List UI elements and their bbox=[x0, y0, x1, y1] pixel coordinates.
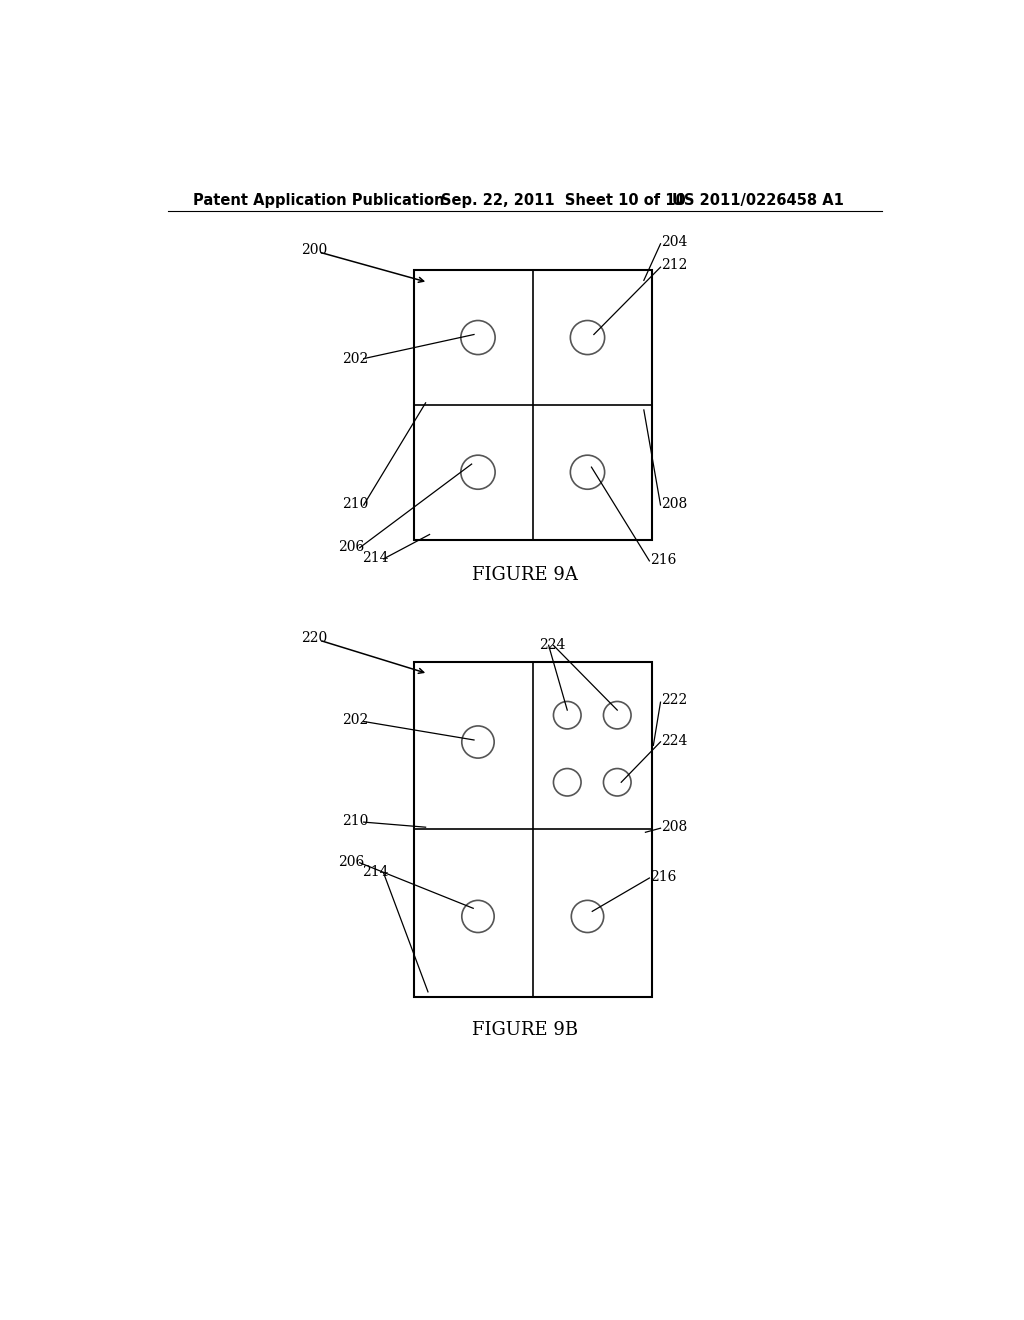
Text: Patent Application Publication: Patent Application Publication bbox=[194, 193, 444, 207]
Text: 210: 210 bbox=[342, 814, 369, 828]
Text: 208: 208 bbox=[662, 496, 687, 511]
Text: 208: 208 bbox=[662, 820, 687, 834]
Text: 210: 210 bbox=[342, 496, 369, 511]
Text: 212: 212 bbox=[662, 259, 688, 272]
Ellipse shape bbox=[462, 900, 495, 932]
Text: FIGURE 9B: FIGURE 9B bbox=[472, 1022, 578, 1039]
Text: 222: 222 bbox=[662, 693, 687, 708]
Ellipse shape bbox=[462, 726, 495, 758]
Ellipse shape bbox=[603, 701, 631, 729]
Text: US 2011/0226458 A1: US 2011/0226458 A1 bbox=[672, 193, 844, 207]
Text: 216: 216 bbox=[650, 870, 677, 884]
Ellipse shape bbox=[603, 768, 631, 796]
Text: 202: 202 bbox=[342, 351, 369, 366]
Text: FIGURE 9A: FIGURE 9A bbox=[472, 566, 578, 585]
Text: 206: 206 bbox=[338, 855, 365, 869]
Text: 200: 200 bbox=[301, 243, 328, 257]
Bar bbox=[414, 661, 651, 997]
Bar bbox=[414, 271, 651, 540]
Ellipse shape bbox=[553, 768, 581, 796]
Text: 214: 214 bbox=[362, 550, 389, 565]
Ellipse shape bbox=[570, 455, 604, 490]
Ellipse shape bbox=[571, 900, 604, 932]
Text: 214: 214 bbox=[362, 865, 389, 879]
Ellipse shape bbox=[461, 455, 496, 490]
Ellipse shape bbox=[570, 321, 604, 355]
Text: Sep. 22, 2011  Sheet 10 of 10: Sep. 22, 2011 Sheet 10 of 10 bbox=[441, 193, 686, 207]
Text: 224: 224 bbox=[539, 639, 565, 652]
Text: 216: 216 bbox=[650, 553, 677, 566]
Text: 204: 204 bbox=[662, 235, 688, 248]
Text: 224: 224 bbox=[662, 734, 688, 748]
Ellipse shape bbox=[553, 701, 581, 729]
Text: 220: 220 bbox=[301, 631, 328, 645]
Text: 202: 202 bbox=[342, 714, 369, 727]
Ellipse shape bbox=[461, 321, 496, 355]
Text: 206: 206 bbox=[338, 540, 365, 553]
